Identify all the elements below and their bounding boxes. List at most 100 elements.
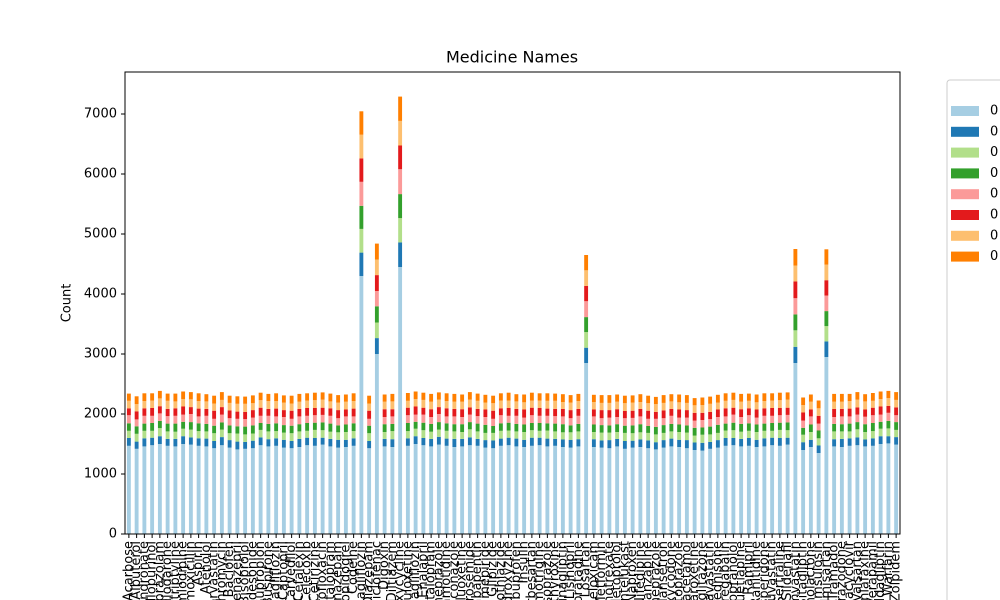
- bar-segment: [793, 330, 798, 347]
- bar-segment: [467, 399, 472, 408]
- bar-segment: [801, 412, 806, 421]
- bar-segment: [777, 400, 782, 408]
- x-tick-label: Warfarin: [881, 541, 896, 596]
- bar-segment: [785, 414, 790, 423]
- bar-segment: [514, 446, 519, 534]
- bar-segment: [537, 393, 542, 401]
- legend-swatch: [951, 210, 979, 220]
- bar-segment: [258, 445, 263, 534]
- x-tick-label: Metformin: [594, 541, 609, 600]
- bar-segment: [607, 432, 612, 441]
- bar-segment: [305, 415, 310, 423]
- bar-segment: [390, 423, 395, 432]
- bar-segment: [219, 399, 224, 408]
- x-tick-label: Amoxicillin: [183, 541, 198, 600]
- legend-label: 0: [990, 228, 998, 243]
- bar-segment: [770, 415, 775, 423]
- legend-swatch: [951, 230, 979, 241]
- bar-segment: [816, 453, 821, 534]
- bar-segment: [553, 431, 558, 439]
- x-tick-label: Empagliflozin: [408, 541, 423, 600]
- bar-segment: [328, 438, 333, 447]
- bar-segment: [219, 429, 224, 438]
- bar-segment: [274, 431, 279, 439]
- bar-segment: [777, 415, 782, 423]
- x-tick-label: Cetirizine: [307, 541, 322, 600]
- bar-segment: [638, 424, 643, 433]
- bar-segment: [708, 419, 713, 427]
- bar-segment: [878, 444, 883, 534]
- bar-segment: [870, 407, 875, 416]
- bar-segment: [483, 432, 488, 441]
- bar-segment: [243, 448, 248, 534]
- bar-segment: [669, 438, 674, 447]
- bar-segment: [739, 438, 744, 447]
- bar-segment: [274, 416, 279, 424]
- bar-segment: [816, 415, 821, 424]
- bar-segment: [421, 407, 426, 415]
- bar-segment: [785, 392, 790, 400]
- bar-segment: [382, 432, 387, 439]
- bar-segment: [560, 439, 565, 447]
- bar-segment: [328, 446, 333, 534]
- bar-segment: [801, 405, 806, 413]
- bar-segment: [165, 438, 170, 446]
- x-tick-label: Gabapentin: [470, 541, 485, 600]
- x-tick-label: Amitriptyline: [168, 541, 183, 600]
- bar-segment: [568, 410, 573, 419]
- legend-label: 0: [990, 145, 998, 160]
- bar-segment: [390, 431, 395, 440]
- bar-segment: [793, 346, 798, 363]
- bar-segment: [646, 432, 651, 441]
- bar-segment: [343, 447, 348, 534]
- bar-segment: [731, 438, 736, 446]
- legend-swatch: [951, 168, 979, 179]
- bar-segment: [630, 425, 635, 434]
- x-tick-label: Risperidone: [757, 541, 772, 600]
- bar-segment: [204, 431, 209, 439]
- bar-segment: [832, 393, 837, 402]
- bar-segment: [754, 447, 759, 534]
- bar-segment: [514, 408, 519, 416]
- bar-segment: [444, 416, 449, 424]
- bar-segment: [491, 448, 496, 534]
- bar-segment: [250, 440, 255, 449]
- bar-segment: [576, 393, 581, 402]
- bar-segment: [715, 417, 720, 425]
- bar-segment: [188, 414, 193, 423]
- x-tick-label: Paroxetine: [687, 541, 702, 600]
- bar-segment: [770, 430, 775, 438]
- bar-segment: [460, 417, 465, 425]
- bar-segment: [491, 403, 496, 411]
- bar-segment: [343, 424, 348, 432]
- bar-segment: [188, 444, 193, 534]
- y-tick-label: 3000: [84, 347, 117, 362]
- bar-segment: [855, 437, 860, 446]
- x-tick-label: Olanzapine: [641, 541, 656, 600]
- bar-segment: [870, 438, 875, 446]
- bar-segment: [568, 418, 573, 426]
- bar-segment: [181, 414, 186, 422]
- bar-segment: [615, 438, 620, 447]
- bar-segment: [754, 417, 759, 425]
- bar-segment: [863, 446, 868, 534]
- x-tick-label: Hydrochlorothiazide: [493, 541, 508, 600]
- bar-segment: [770, 445, 775, 534]
- bar-segment: [165, 431, 170, 439]
- bar-segment: [793, 314, 798, 331]
- bar-segment: [886, 390, 891, 399]
- bar-segment: [188, 422, 193, 430]
- bar-segment: [212, 403, 217, 411]
- bar-segment: [553, 445, 558, 534]
- bar-segment: [731, 399, 736, 408]
- bar-segment: [661, 425, 666, 433]
- bar-segment: [289, 425, 294, 434]
- x-tick-label: Benazepril: [230, 541, 245, 600]
- x-tick-label: Glimepiride: [478, 541, 493, 600]
- bar-segment: [134, 396, 139, 405]
- bar-segment: [328, 415, 333, 424]
- y-tick-label: 0: [109, 527, 117, 542]
- x-tick-label: Diclofenac: [369, 541, 384, 600]
- bar-segment: [212, 448, 217, 534]
- bar-segment: [398, 194, 403, 219]
